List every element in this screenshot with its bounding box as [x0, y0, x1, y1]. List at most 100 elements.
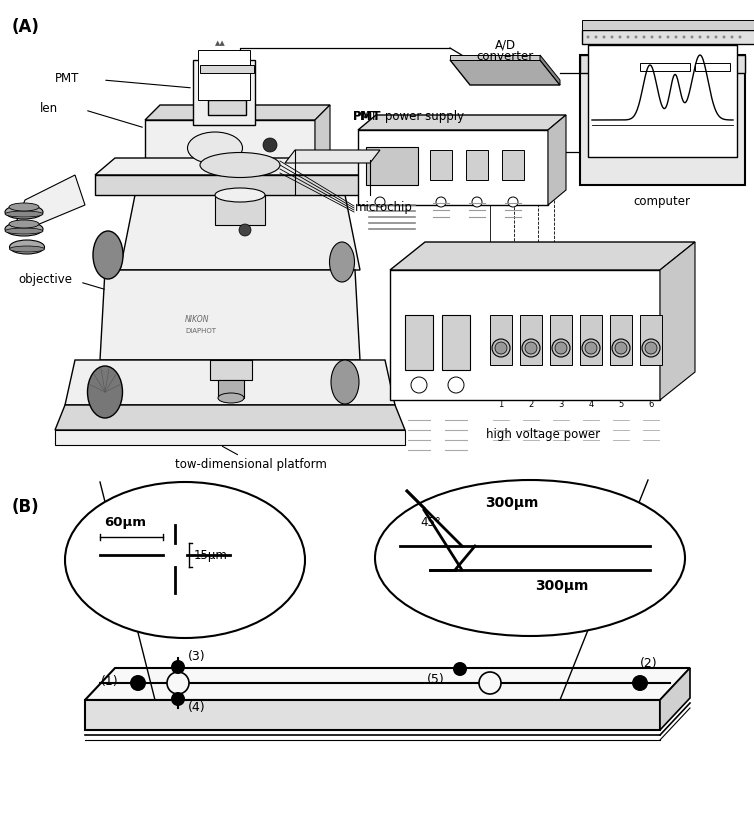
- Text: 15μm: 15μm: [194, 549, 228, 561]
- Circle shape: [263, 138, 277, 152]
- Polygon shape: [285, 150, 380, 163]
- Circle shape: [651, 35, 654, 39]
- Bar: [198, 50, 250, 100]
- Ellipse shape: [87, 366, 122, 418]
- Circle shape: [698, 35, 701, 39]
- Bar: [208, 100, 246, 115]
- Circle shape: [594, 35, 597, 39]
- Text: microchip: microchip: [355, 202, 413, 214]
- Text: ▲▲: ▲▲: [215, 40, 225, 46]
- Ellipse shape: [375, 480, 685, 636]
- Ellipse shape: [492, 339, 510, 357]
- Circle shape: [587, 35, 590, 39]
- Circle shape: [611, 35, 614, 39]
- Ellipse shape: [10, 240, 44, 254]
- Text: 300μm: 300μm: [485, 496, 538, 510]
- Circle shape: [375, 197, 385, 207]
- Ellipse shape: [188, 132, 243, 164]
- Text: (A): (A): [12, 18, 40, 36]
- Bar: [640, 55, 685, 77]
- Circle shape: [682, 35, 685, 39]
- Circle shape: [167, 672, 189, 694]
- Text: 2: 2: [529, 400, 534, 409]
- Circle shape: [171, 660, 185, 674]
- Text: 3: 3: [558, 400, 564, 409]
- Text: 1: 1: [498, 400, 504, 409]
- Ellipse shape: [5, 205, 43, 219]
- Ellipse shape: [5, 222, 43, 236]
- Text: converter: converter: [477, 50, 534, 63]
- Text: len: len: [40, 102, 58, 114]
- Polygon shape: [95, 158, 390, 175]
- Ellipse shape: [645, 342, 657, 354]
- Ellipse shape: [525, 342, 537, 354]
- Circle shape: [731, 35, 734, 39]
- Text: PMT  power supply: PMT power supply: [353, 110, 464, 123]
- Bar: [695, 63, 730, 71]
- Circle shape: [436, 197, 446, 207]
- Bar: [218, 380, 244, 398]
- Text: (1): (1): [100, 675, 118, 687]
- Bar: [580, 315, 602, 365]
- Bar: [442, 315, 470, 370]
- Ellipse shape: [10, 246, 44, 252]
- Circle shape: [479, 672, 501, 694]
- Polygon shape: [358, 115, 566, 130]
- Text: 6: 6: [648, 400, 654, 409]
- Bar: [640, 315, 662, 365]
- Bar: [430, 150, 452, 180]
- Circle shape: [642, 35, 645, 39]
- Text: 45°: 45°: [420, 517, 441, 529]
- Ellipse shape: [9, 203, 39, 211]
- Ellipse shape: [585, 342, 597, 354]
- Text: PMT: PMT: [353, 110, 382, 123]
- Polygon shape: [450, 60, 560, 85]
- Bar: [193, 60, 255, 125]
- Text: 60μm: 60μm: [104, 516, 146, 529]
- Text: A/D: A/D: [495, 38, 516, 51]
- Ellipse shape: [555, 342, 567, 354]
- Ellipse shape: [215, 188, 265, 202]
- Polygon shape: [120, 195, 360, 270]
- Bar: [210, 360, 252, 380]
- Polygon shape: [548, 115, 566, 205]
- Text: PMT: PMT: [55, 71, 79, 85]
- Polygon shape: [660, 668, 690, 730]
- Circle shape: [675, 35, 678, 39]
- Polygon shape: [540, 55, 560, 85]
- Bar: [580, 55, 745, 73]
- Ellipse shape: [331, 360, 359, 404]
- Polygon shape: [450, 55, 540, 60]
- Bar: [550, 315, 572, 365]
- Ellipse shape: [495, 342, 507, 354]
- Ellipse shape: [65, 482, 305, 638]
- Ellipse shape: [642, 339, 660, 357]
- Circle shape: [130, 675, 146, 691]
- Bar: [405, 315, 433, 370]
- Circle shape: [602, 35, 605, 39]
- Polygon shape: [145, 105, 330, 120]
- Circle shape: [706, 35, 710, 39]
- Text: tow-dimensional platform: tow-dimensional platform: [175, 458, 327, 471]
- Ellipse shape: [615, 342, 627, 354]
- Polygon shape: [370, 158, 390, 195]
- Bar: [582, 20, 754, 30]
- Text: (2): (2): [640, 657, 657, 669]
- Polygon shape: [85, 668, 690, 700]
- Text: (5): (5): [428, 673, 445, 685]
- Polygon shape: [390, 242, 695, 270]
- Bar: [490, 315, 512, 365]
- Ellipse shape: [582, 339, 600, 357]
- Circle shape: [411, 377, 427, 393]
- Ellipse shape: [522, 339, 540, 357]
- Polygon shape: [660, 242, 695, 400]
- Ellipse shape: [329, 242, 354, 282]
- Bar: [215, 195, 265, 225]
- Bar: [588, 45, 737, 157]
- Bar: [200, 65, 254, 73]
- Bar: [582, 30, 754, 44]
- Ellipse shape: [93, 231, 123, 279]
- Polygon shape: [85, 700, 660, 730]
- Circle shape: [239, 224, 251, 236]
- Text: objective: objective: [18, 274, 72, 286]
